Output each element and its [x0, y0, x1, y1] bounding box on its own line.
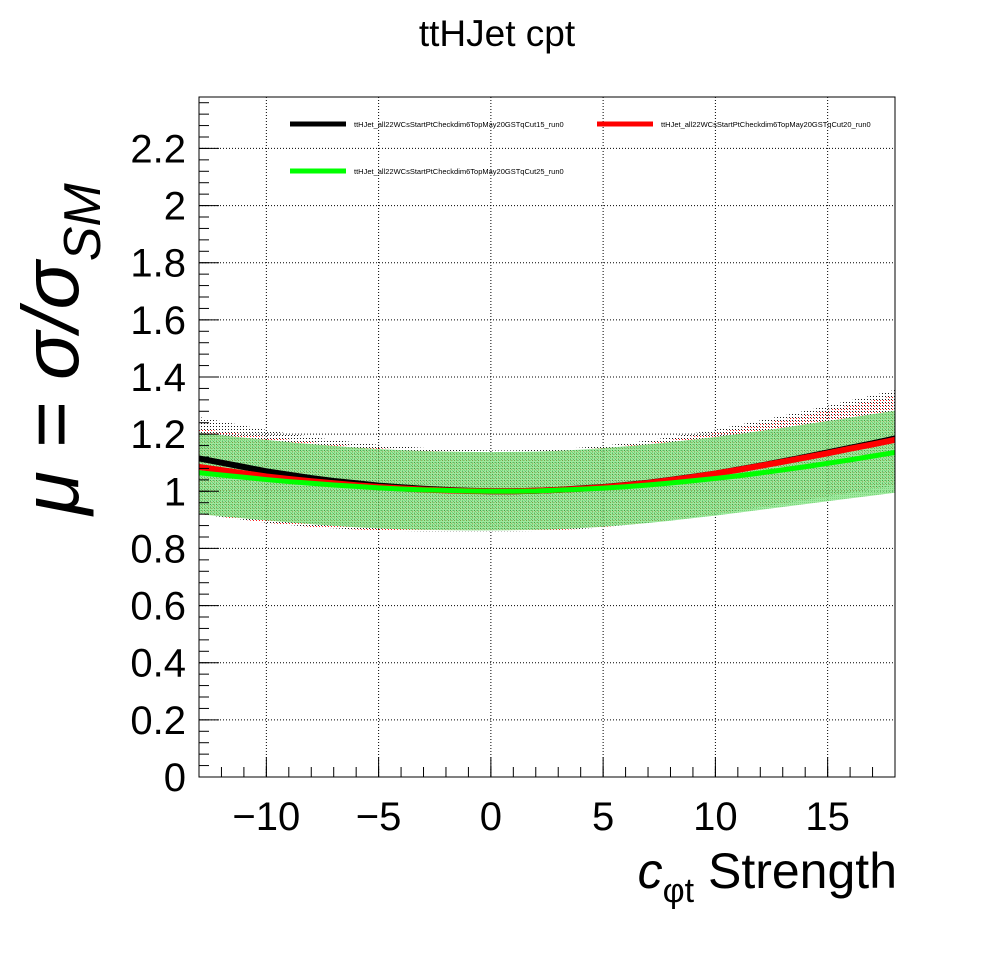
- legend-label: ttHJet_all22WCsStartPtCheckdim6TopMay20G…: [661, 120, 871, 129]
- error-bands: [199, 389, 895, 532]
- legend: ttHJet_all22WCsStartPtCheckdim6TopMay20G…: [290, 120, 871, 176]
- y-tick-label: 1.6: [130, 299, 186, 343]
- series-line: [199, 449, 895, 494]
- x-tick-label: −5: [356, 795, 402, 839]
- y-tick-label: 0.6: [130, 585, 186, 629]
- y-axis-title-sub: SM: [54, 183, 112, 262]
- y-tick-label: 0: [164, 756, 186, 800]
- y-tick-label: 1: [164, 470, 186, 514]
- legend-label: ttHJet_all22WCsStartPtCheckdim6TopMay20G…: [354, 120, 564, 129]
- x-axis-title-sub: φt: [663, 872, 695, 910]
- series-lines: [199, 435, 895, 495]
- y-tick-label: 2: [164, 185, 186, 229]
- legend-label: ttHJet_all22WCsStartPtCheckdim6TopMay20G…: [354, 167, 564, 176]
- x-axis-title: cφt Strength: [638, 843, 897, 910]
- x-tick-label: 15: [805, 795, 850, 839]
- y-tick-label: 0.2: [130, 699, 186, 743]
- x-tick-label: 10: [693, 795, 738, 839]
- y-tick-label: 2.2: [130, 127, 186, 171]
- plot-frame: [198, 96, 896, 778]
- y-tick-label: 1.2: [130, 413, 186, 457]
- y-tick-label: 0.4: [130, 642, 186, 686]
- y-tick-label: 1.4: [130, 356, 186, 400]
- x-tick-labels: −10 −5 0 5 10 15: [232, 795, 849, 839]
- axis-ticks: [199, 102, 874, 778]
- error-band: [199, 410, 895, 531]
- x-tick-label: −10: [232, 795, 300, 839]
- x-tick-label: 5: [592, 795, 614, 839]
- y-tick-label: 1.8: [130, 242, 186, 286]
- y-axis-title: μ = σ/σSM: [6, 183, 112, 517]
- x-axis-title-rest: Strength: [694, 843, 897, 899]
- x-axis-title-main: c: [638, 843, 663, 899]
- y-axis-title-main: μ = σ/σ: [6, 259, 95, 517]
- y-tick-label: 0.8: [130, 527, 186, 571]
- y-tick-labels: 0 0.2 0.4 0.6 0.8 1 1.2 1.4 1.6 1.8 2 2.2: [130, 127, 186, 800]
- x-tick-label: 0: [480, 795, 502, 839]
- chart-title: ttHJet cpt: [419, 13, 576, 54]
